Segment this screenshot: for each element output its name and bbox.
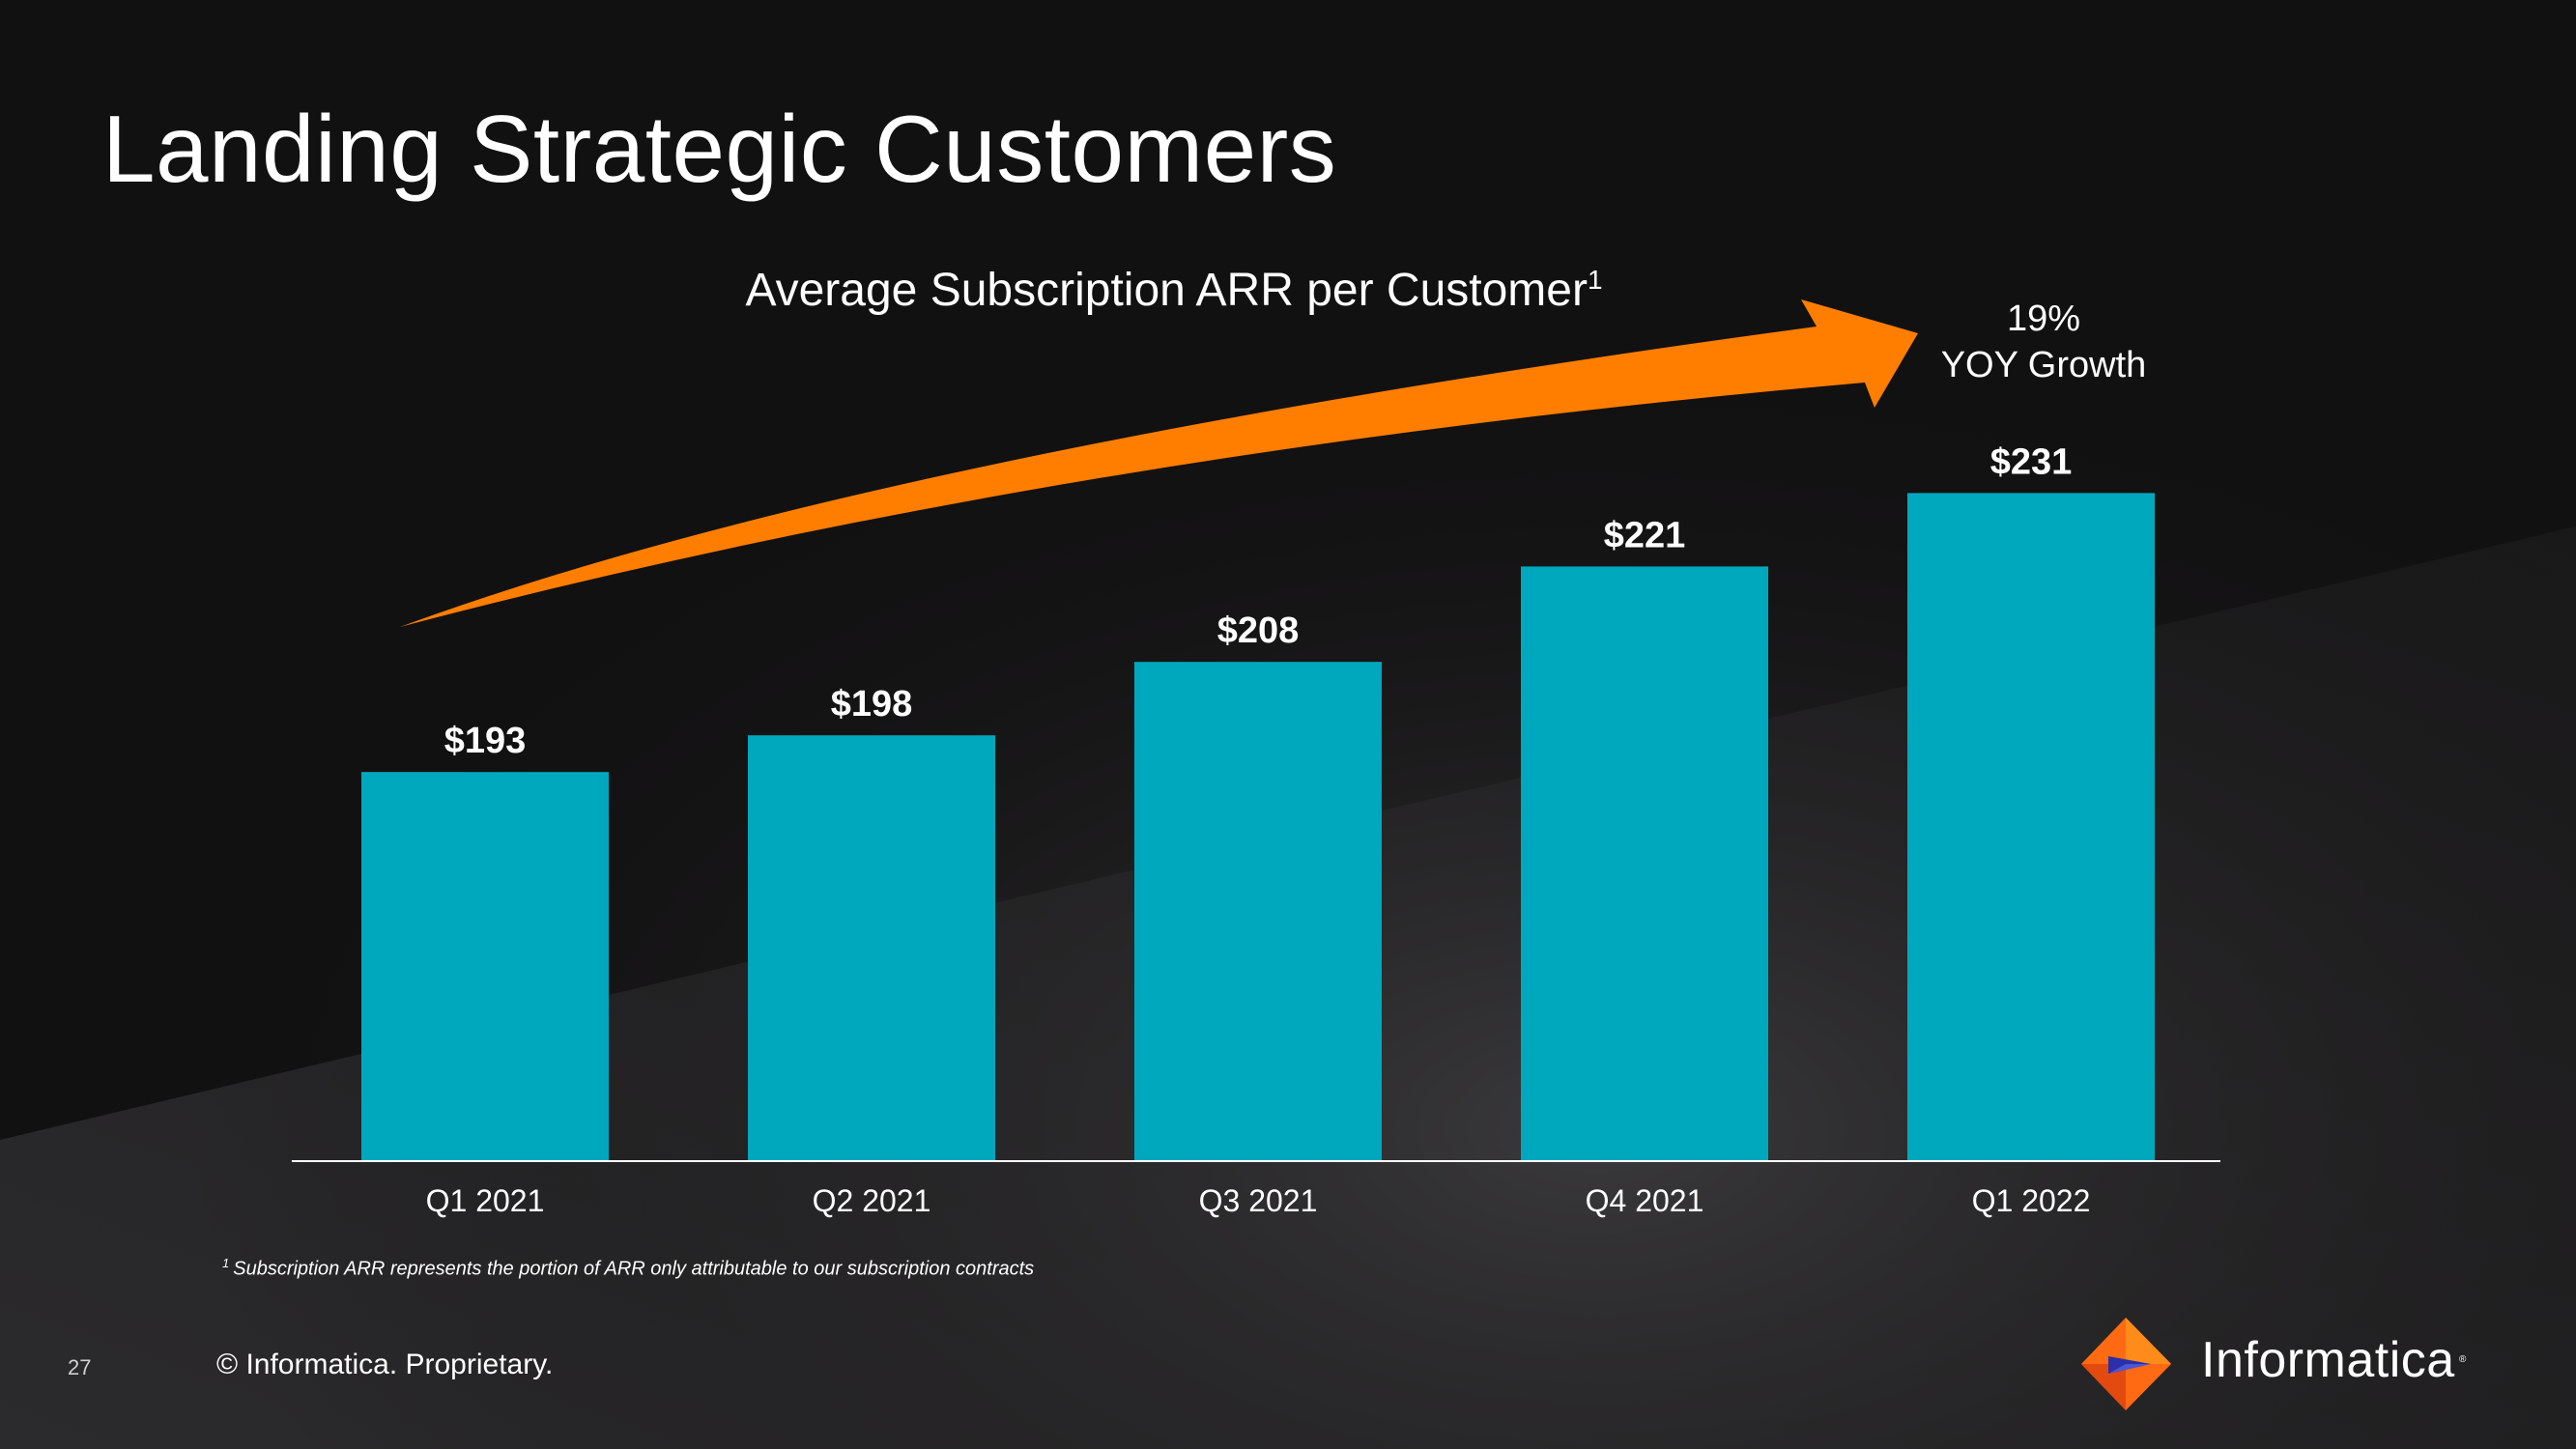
growth-label: YOY Growth xyxy=(1940,345,2147,385)
copyright-notice: © Informatica. Proprietary. xyxy=(216,1349,554,1380)
chart-title: Average Subscription ARR per Customer1 xyxy=(0,263,2348,319)
growth-arrow xyxy=(400,299,1918,627)
x-tick-label: Q1 2022 xyxy=(1972,1183,2091,1218)
bar-q2-2021 xyxy=(748,735,995,1161)
footnote-text: Subscription ARR represents the portion … xyxy=(233,1258,1035,1280)
footnote-marker: 1 xyxy=(222,1256,230,1270)
x-tick-label: Q1 2021 xyxy=(426,1183,545,1218)
footnote: 1 Subscription ARR represents the portion… xyxy=(222,1256,1034,1281)
x-tick-label: Q3 2021 xyxy=(1199,1183,1318,1218)
page-number: 27 xyxy=(68,1355,92,1379)
bar-q1-2021 xyxy=(361,772,609,1161)
chart-title-text: Average Subscription ARR per Customer xyxy=(745,265,1588,316)
data-label: $193 xyxy=(444,721,527,761)
data-label: $208 xyxy=(1217,611,1300,651)
data-label: $221 xyxy=(1604,515,1686,555)
data-label: $231 xyxy=(1990,441,2073,482)
bar-q1-2022 xyxy=(1907,493,2155,1161)
data-label: $198 xyxy=(831,684,913,724)
brand-name: Informatica xyxy=(2201,1332,2455,1388)
x-tick-label: Q2 2021 xyxy=(813,1183,931,1218)
brand-trademark: ® xyxy=(2459,1354,2467,1365)
bar-q4-2021 xyxy=(1521,566,1768,1161)
slide-title: Landing Strategic Customers xyxy=(102,96,1337,202)
informatica-logo-icon xyxy=(2081,1318,2171,1410)
bar-q3-2021 xyxy=(1134,662,1382,1161)
x-tick-label: Q4 2021 xyxy=(1586,1183,1704,1218)
chart-title-footnote-marker: 1 xyxy=(1587,265,1603,295)
growth-percent: 19% xyxy=(2006,298,2081,339)
growth-annotation: 19% YOY Growth xyxy=(1884,296,2203,388)
